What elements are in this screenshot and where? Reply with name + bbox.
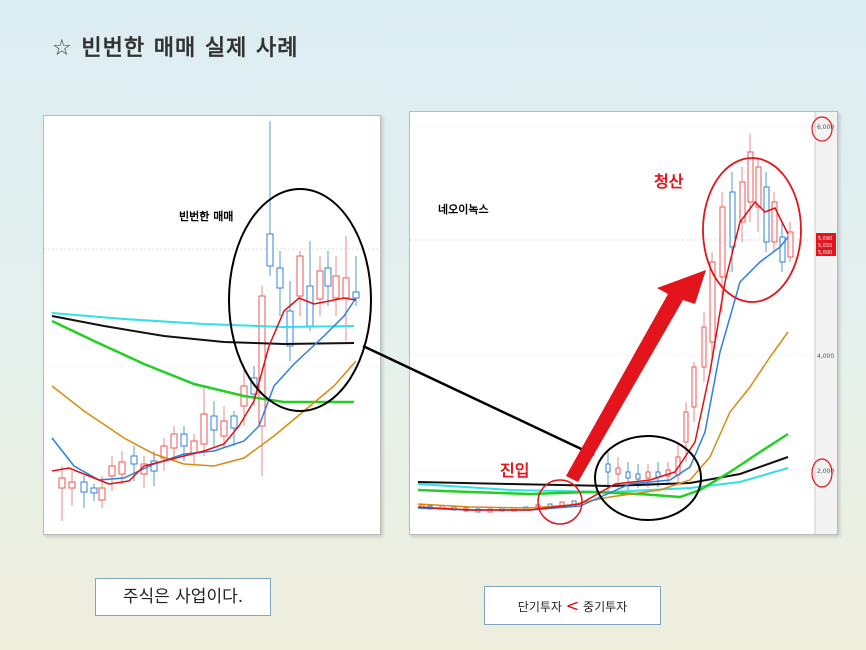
left-ma-black [51, 315, 355, 346]
left-ma-blue [51, 297, 357, 481]
axis-tick-2000: 2,000 [817, 468, 834, 475]
slogan-box: 주식은 사업이다. [95, 578, 271, 616]
left-ma-green [51, 319, 354, 404]
axis-tick-6000: 6,000 [817, 124, 834, 131]
short-term-label: 단기투자 [517, 600, 562, 614]
left-chart-label: 빈번한 매매 [179, 209, 233, 223]
left-chart: 빈번한 매매 [44, 121, 380, 521]
price-tag-2: 5,650 [818, 243, 832, 249]
right-ma-orange [417, 331, 789, 509]
slogan-text: 주식은 사업이다. [122, 587, 244, 607]
right-chart-panel: 6,000 4,000 2,000 5,690 5,650 5,600 네오이녹… [409, 111, 838, 535]
exit-circle [702, 157, 802, 303]
entry-circle [537, 479, 583, 525]
entry-label: 진입 [500, 461, 529, 480]
left-ma-orange [51, 360, 357, 467]
axis-tick-4000: 4,000 [817, 353, 834, 360]
right-ma-cyan [417, 467, 789, 494]
axis-circle-bottom [811, 458, 833, 488]
axis-circle-top [811, 116, 833, 142]
price-tag-3: 5,600 [818, 250, 832, 256]
comparison-box: 단기투자 < 중기투자 [484, 586, 661, 625]
mid-term-label: 중기투자 [583, 600, 628, 614]
left-chart-panel: 빈번한 매매 [43, 115, 381, 535]
left-ma-red [51, 297, 357, 485]
left-ma-cyan [51, 312, 355, 329]
exit-label: 청산 [654, 172, 684, 191]
right-chart: 6,000 4,000 2,000 5,690 5,650 5,600 네오이녹… [410, 112, 837, 534]
less-than-symbol: < [565, 596, 580, 615]
left-candles [58, 121, 360, 521]
left-highlight-circle [228, 188, 372, 412]
right-chart-label: 네오이녹스 [438, 202, 489, 216]
right-ma-black [417, 456, 789, 488]
right-candles [419, 134, 794, 513]
page-title: ☆ 빈번한 매매 실제 사례 [52, 36, 299, 61]
right-ma-green [417, 432, 789, 499]
price-tag-1: 5,690 [818, 236, 832, 242]
